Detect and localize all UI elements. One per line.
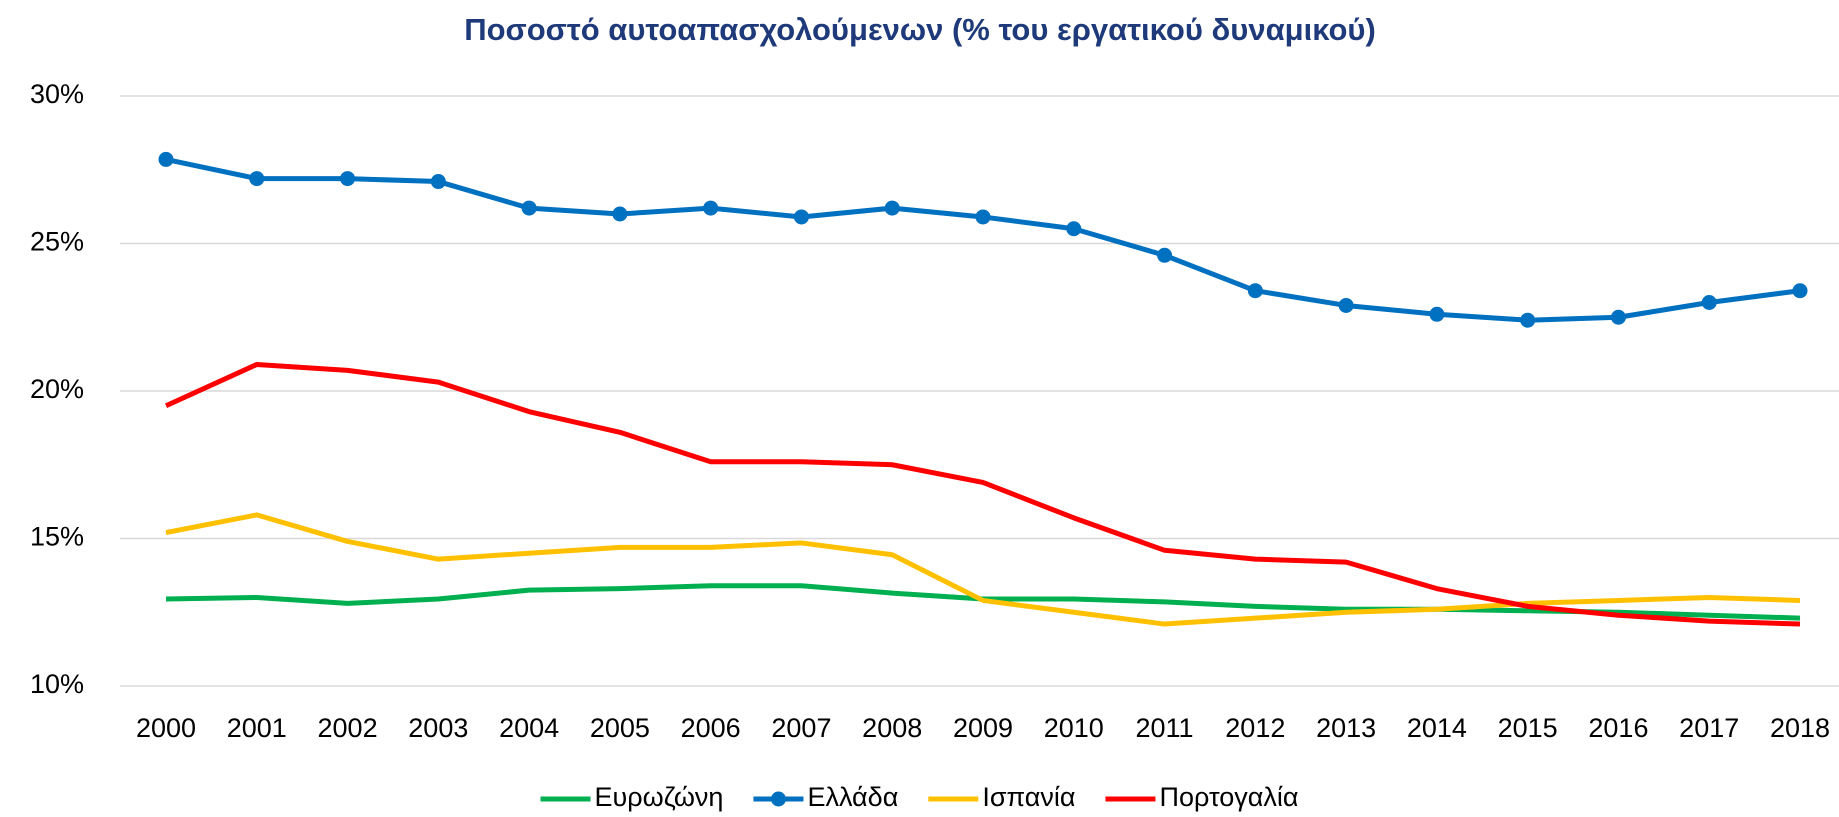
x-tick-label: 2003 <box>408 713 468 743</box>
marker <box>521 200 537 216</box>
x-tick-label: 2012 <box>1225 713 1285 743</box>
y-tick-label: 15% <box>30 522 84 552</box>
marker <box>249 171 265 187</box>
y-tick-label: 20% <box>30 374 84 404</box>
x-tick-label: 2008 <box>862 713 922 743</box>
x-tick-label: 2015 <box>1498 713 1558 743</box>
marker <box>430 174 446 190</box>
series-line <box>165 156 1801 323</box>
marker <box>1520 312 1536 328</box>
legend-label: Ευρωζώνη <box>595 782 724 812</box>
series-line <box>164 361 1801 627</box>
marker <box>340 171 356 187</box>
marker <box>793 209 809 225</box>
y-tick-label: 30% <box>30 79 84 109</box>
marker <box>1701 295 1717 310</box>
legend-label: Πορτογαλία <box>1159 782 1298 812</box>
series-line <box>165 512 1801 627</box>
legend-label: Ελλάδα <box>807 782 898 812</box>
x-tick-label: 2001 <box>227 713 287 743</box>
chart-title: Ποσοστό αυτοαπασχολούμενων (% του εργατι… <box>464 12 1376 47</box>
x-tick-label: 2007 <box>771 713 831 743</box>
marker <box>703 200 719 216</box>
marker <box>1338 297 1354 313</box>
legend-label: Ισπανία <box>982 782 1075 812</box>
x-tick-label: 2016 <box>1588 713 1648 743</box>
x-tick-label: 2009 <box>953 713 1013 743</box>
marker <box>1429 306 1445 322</box>
x-tick-label: 2000 <box>136 713 196 743</box>
marker <box>884 200 900 216</box>
marker <box>1610 309 1626 325</box>
x-tick-label: 2002 <box>318 713 378 743</box>
marker <box>1792 283 1808 299</box>
marker <box>1247 283 1263 299</box>
x-tick-label: 2011 <box>1136 713 1194 743</box>
x-tick-label: 2004 <box>499 713 559 743</box>
marker <box>1157 247 1173 263</box>
marker <box>975 209 991 225</box>
y-tick-label: 10% <box>30 669 84 699</box>
y-tick-label: 25% <box>30 227 84 257</box>
legend-marker <box>770 791 786 807</box>
x-tick-label: 2010 <box>1044 713 1104 743</box>
x-tick-label: 2013 <box>1316 713 1376 743</box>
x-tick-label: 2014 <box>1407 713 1467 743</box>
x-tick-label: 2018 <box>1770 713 1830 743</box>
marker <box>612 206 628 222</box>
x-tick-label: 2017 <box>1679 713 1739 743</box>
marker <box>158 151 174 167</box>
marker <box>1066 221 1082 237</box>
x-tick-label: 2005 <box>590 713 650 743</box>
x-tick-label: 2006 <box>681 713 741 743</box>
